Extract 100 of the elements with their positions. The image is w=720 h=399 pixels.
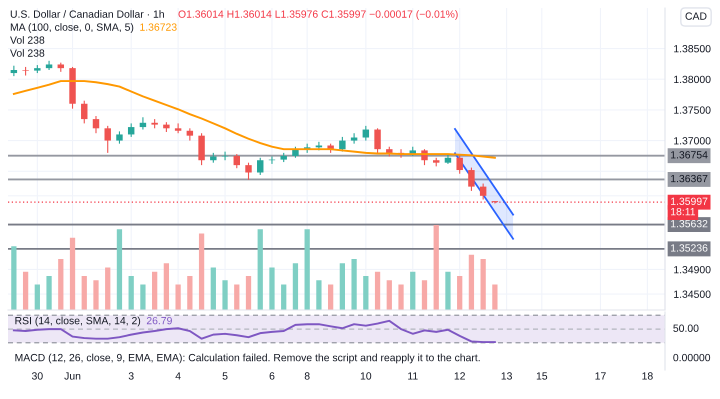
candlestick bbox=[128, 122, 134, 138]
line-series bbox=[12, 80, 496, 159]
x-tick-label: Jun bbox=[64, 372, 80, 380]
bar bbox=[198, 234, 204, 310]
bar bbox=[304, 229, 310, 310]
ref-line-label: 1.35632 bbox=[671, 220, 708, 228]
y-tick-label: 1.37500 bbox=[674, 106, 711, 114]
bar bbox=[140, 284, 146, 310]
annotation: O1.36014 H1.36014 L1.35976 C1.35997 −0.00017 (−0.01%) bbox=[178, 10, 458, 20]
bar bbox=[292, 263, 298, 310]
candlestick bbox=[46, 60, 52, 71]
candlestick bbox=[444, 154, 452, 164]
bar bbox=[363, 276, 368, 310]
candlestick bbox=[480, 183, 486, 200]
bar bbox=[351, 259, 357, 310]
candlestick bbox=[10, 65, 18, 77]
bar bbox=[422, 280, 428, 310]
candlestick bbox=[374, 128, 381, 154]
bar bbox=[398, 284, 404, 310]
x-tick-label: 8 bbox=[304, 372, 310, 380]
bar bbox=[457, 276, 462, 310]
bar bbox=[82, 276, 87, 310]
annotation: 26.79 bbox=[146, 316, 172, 324]
bar bbox=[152, 272, 158, 310]
bar bbox=[22, 272, 28, 310]
chart-title: RSI (14, close, SMA, 14, 2) bbox=[15, 316, 140, 326]
x-tick-label: 12 bbox=[454, 372, 465, 380]
candlestick bbox=[468, 167, 475, 192]
bar bbox=[269, 268, 275, 310]
candlestick bbox=[58, 62, 64, 72]
x-tick-label: 13 bbox=[502, 372, 512, 380]
candlestick bbox=[386, 146, 393, 158]
bar bbox=[128, 276, 134, 310]
bar bbox=[116, 229, 122, 310]
annotation: U.S. Dollar / Canadian Dollar · 1h bbox=[10, 10, 164, 18]
text: MACD (12, 26, close, 9, EMA, EMA): Calculation failed. Remove the script and reapply it to the chart. bbox=[15, 354, 480, 364]
candlestick bbox=[339, 136, 346, 152]
candlestick bbox=[140, 116, 146, 130]
bar bbox=[222, 280, 228, 310]
y-tick-label: 1.38000 bbox=[674, 76, 711, 84]
y-tick-label: 1.38500 bbox=[674, 45, 711, 52]
candlestick bbox=[234, 154, 240, 169]
y-tick-label: 1.34500 bbox=[674, 290, 711, 298]
bar bbox=[386, 280, 392, 310]
x-tick-label: 17 bbox=[595, 372, 606, 380]
x-tick-label: 3 bbox=[128, 372, 134, 380]
bar bbox=[492, 284, 498, 310]
x-tick-label: 11 bbox=[408, 372, 418, 380]
x-tick-label: 30 bbox=[32, 372, 43, 380]
bar bbox=[187, 276, 192, 310]
ref-line-label: 1.35997 bbox=[671, 198, 708, 205]
candlestick bbox=[174, 122, 182, 134]
y-tick-label: 1.34900 bbox=[674, 266, 711, 274]
bar bbox=[281, 284, 286, 310]
y-tick-label: 1.37000 bbox=[674, 137, 711, 144]
candlestick bbox=[362, 125, 370, 142]
annotation: Vol 238 bbox=[10, 49, 44, 57]
x-tick-label: 15 bbox=[536, 372, 548, 380]
bar bbox=[105, 268, 110, 310]
bar bbox=[210, 268, 216, 310]
ref-line-label: 1.36367 bbox=[671, 174, 708, 182]
bar bbox=[58, 259, 64, 310]
bar bbox=[434, 225, 439, 310]
x-tick-label: 4 bbox=[175, 372, 181, 380]
bar bbox=[164, 263, 170, 310]
ref-line-label: 1.35236 bbox=[671, 244, 708, 252]
bar bbox=[328, 284, 334, 310]
candlestick bbox=[292, 146, 299, 158]
bar bbox=[374, 272, 380, 310]
bar bbox=[70, 238, 76, 310]
bar bbox=[258, 229, 263, 310]
bar bbox=[316, 280, 322, 310]
candlestick bbox=[432, 157, 440, 167]
bar bbox=[234, 284, 240, 310]
candlestick bbox=[92, 115, 100, 134]
candlestick bbox=[210, 152, 217, 164]
annotation: MA (100, close, 0, SMA, 5) bbox=[10, 23, 134, 33]
candlestick bbox=[245, 162, 252, 180]
candlestick bbox=[186, 128, 194, 142]
bar bbox=[46, 276, 52, 310]
bar bbox=[468, 254, 474, 310]
bar bbox=[11, 246, 17, 310]
text: 0.00000 bbox=[673, 354, 710, 362]
candlestick bbox=[104, 125, 111, 154]
annotation: Vol 238 bbox=[10, 36, 44, 44]
bar bbox=[34, 284, 40, 310]
candlestick bbox=[350, 132, 358, 144]
x-tick-label: 5 bbox=[222, 372, 228, 380]
bar bbox=[246, 276, 252, 310]
x-tick-label: 18 bbox=[642, 372, 653, 380]
candlestick bbox=[280, 152, 287, 163]
candlestick bbox=[116, 130, 123, 144]
x-tick-label: 6 bbox=[270, 372, 274, 380]
text: 18:11 bbox=[671, 208, 696, 216]
bar bbox=[175, 284, 181, 310]
text: CAD bbox=[686, 12, 706, 20]
text: 50.00 bbox=[673, 324, 699, 332]
candlestick bbox=[456, 154, 463, 174]
ref-line-label: 1.36754 bbox=[671, 151, 708, 158]
bar bbox=[93, 280, 99, 310]
